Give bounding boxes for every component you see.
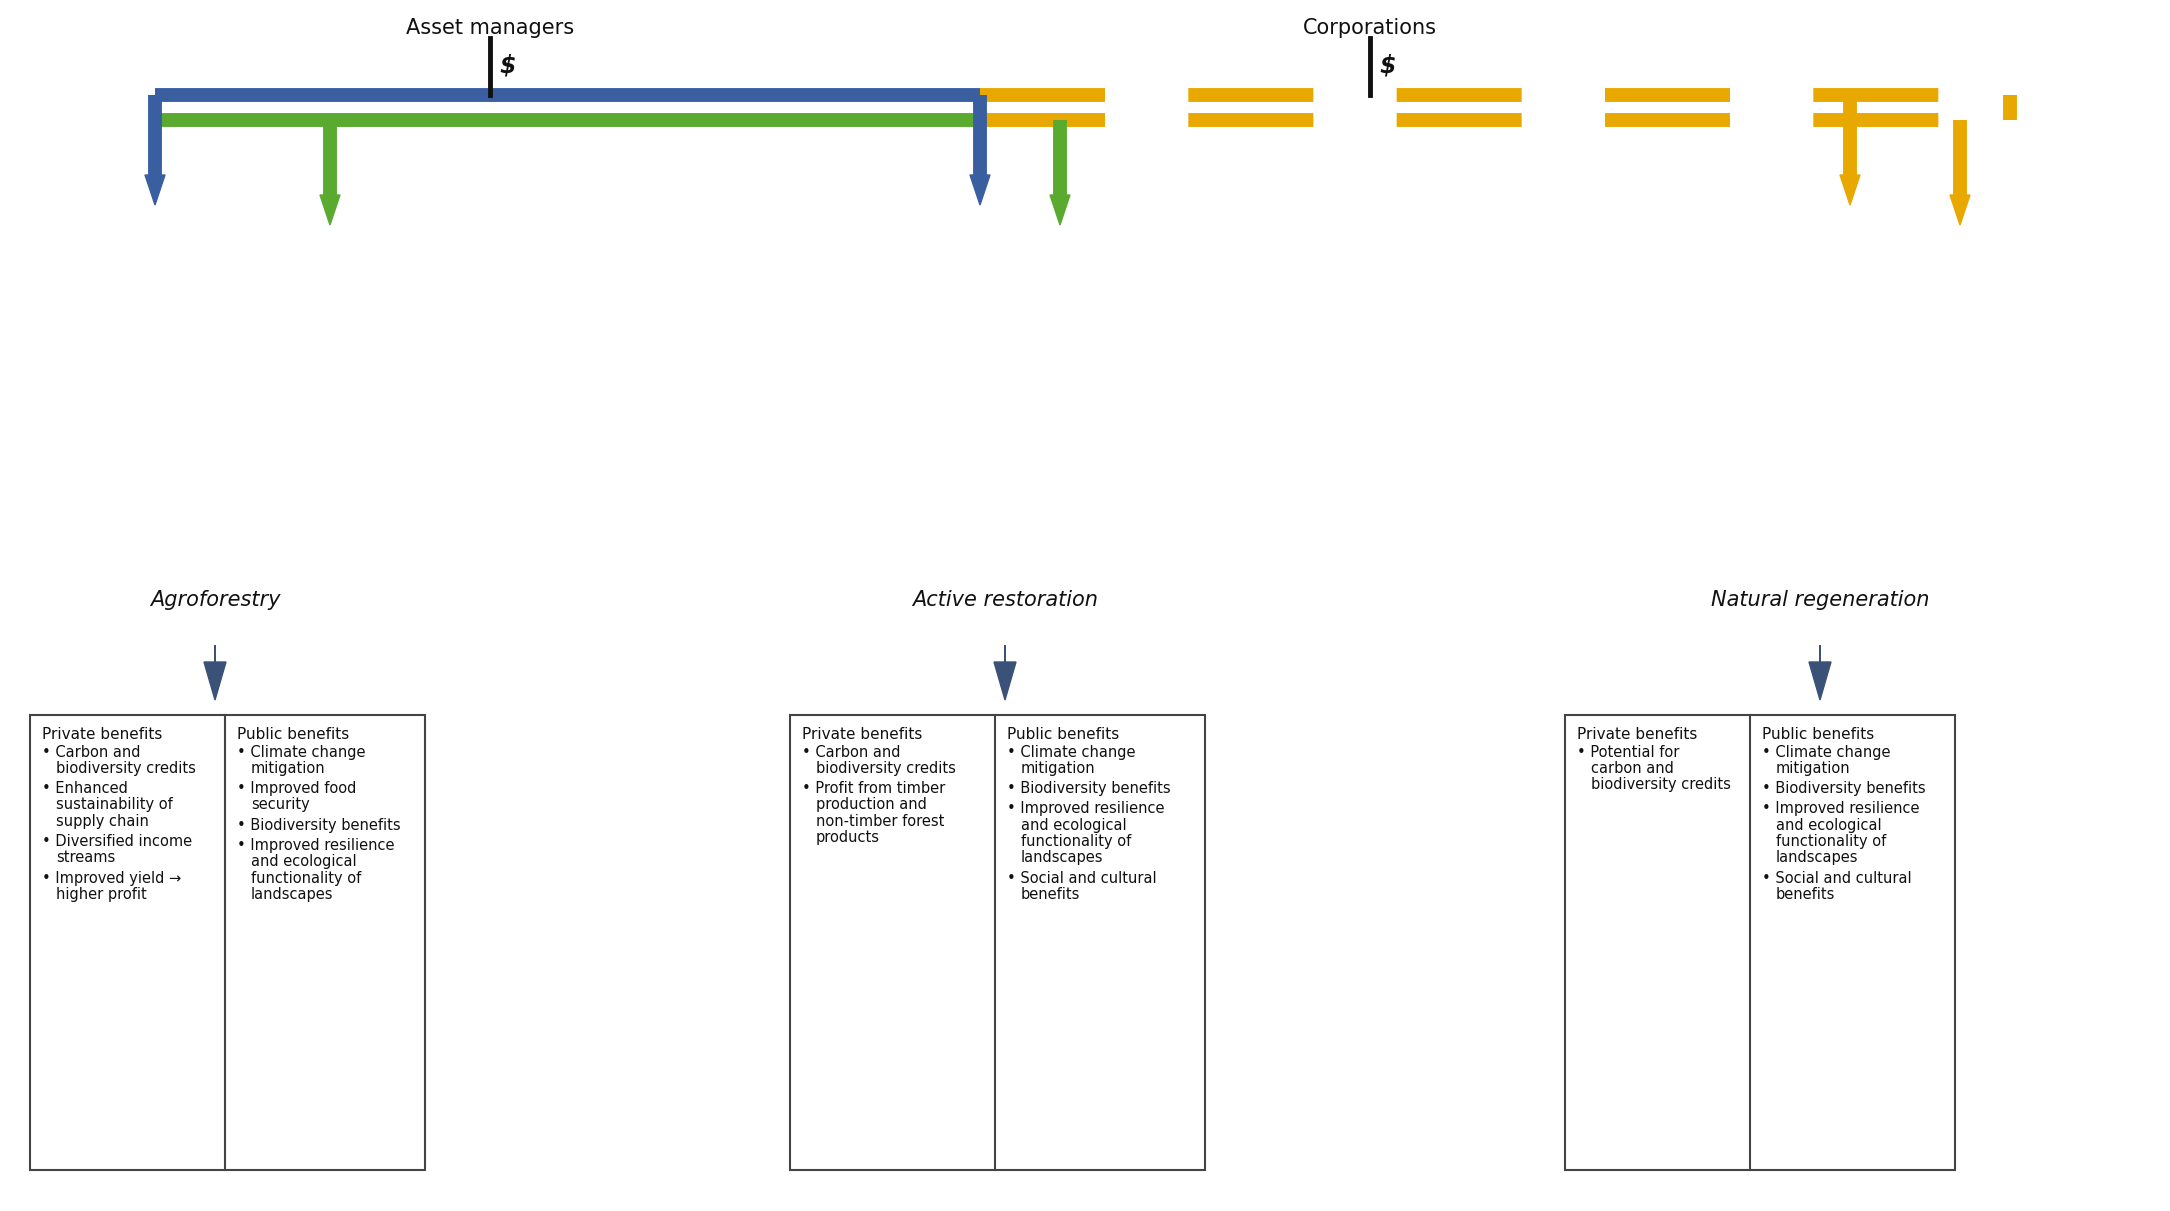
FancyArrow shape [1951, 195, 1970, 225]
Text: and ecological: and ecological [1022, 817, 1126, 833]
Text: biodiversity credits: biodiversity credits [816, 761, 955, 776]
Text: • Social and cultural: • Social and cultural [1007, 871, 1157, 885]
Bar [1565, 714, 1955, 1170]
Text: benefits: benefits [1775, 886, 1836, 902]
Text: • Biodiversity benefits: • Biodiversity benefits [1007, 781, 1170, 796]
Text: • Carbon and: • Carbon and [41, 745, 141, 759]
Text: Corporations: Corporations [1302, 18, 1437, 38]
Text: production and: production and [816, 797, 927, 813]
Text: Active restoration: Active restoration [911, 590, 1098, 610]
FancyArrow shape [1810, 645, 1831, 700]
Text: • Improved resilience: • Improved resilience [1007, 802, 1165, 816]
Text: • Diversified income: • Diversified income [41, 834, 193, 849]
Text: functionality of: functionality of [252, 871, 360, 885]
Text: supply chain: supply chain [56, 814, 150, 828]
Text: Public benefits: Public benefits [237, 727, 349, 742]
Text: • Biodiversity benefits: • Biodiversity benefits [237, 817, 401, 833]
Text: functionality of: functionality of [1775, 834, 1886, 849]
Text: landscapes: landscapes [1775, 850, 1858, 865]
Bar [30, 714, 425, 1170]
Text: landscapes: landscapes [1022, 850, 1105, 865]
Text: functionality of: functionality of [1022, 834, 1131, 849]
Text: • Improved resilience: • Improved resilience [1762, 802, 1920, 816]
FancyArrow shape [204, 645, 226, 700]
Text: carbon and: carbon and [1591, 761, 1673, 776]
Text: • Profit from timber: • Profit from timber [803, 781, 946, 796]
Text: • Improved resilience: • Improved resilience [237, 838, 395, 853]
Text: benefits: benefits [1022, 886, 1081, 902]
Text: biodiversity credits: biodiversity credits [1591, 777, 1732, 792]
FancyArrow shape [970, 176, 990, 205]
Text: $: $ [1380, 53, 1395, 78]
Text: mitigation: mitigation [1022, 761, 1096, 776]
Text: Asset managers: Asset managers [406, 18, 575, 38]
Text: Private benefits: Private benefits [41, 727, 163, 742]
Text: $: $ [499, 53, 516, 78]
Text: and ecological: and ecological [1775, 817, 1881, 833]
FancyArrow shape [145, 176, 165, 205]
Text: • Social and cultural: • Social and cultural [1762, 871, 1912, 885]
FancyArrow shape [1050, 195, 1070, 225]
Text: • Enhanced: • Enhanced [41, 781, 128, 796]
Text: security: security [252, 797, 310, 813]
Text: products: products [816, 830, 881, 845]
Text: • Biodiversity benefits: • Biodiversity benefits [1762, 781, 1925, 796]
Text: non-timber forest: non-timber forest [816, 814, 944, 828]
Text: • Climate change: • Climate change [1007, 745, 1135, 759]
Text: • Carbon and: • Carbon and [803, 745, 901, 759]
Text: biodiversity credits: biodiversity credits [56, 761, 195, 776]
Text: Agroforestry: Agroforestry [150, 590, 280, 610]
Text: • Improved yield →: • Improved yield → [41, 871, 182, 885]
Text: Private benefits: Private benefits [803, 727, 922, 742]
FancyArrow shape [994, 645, 1016, 700]
Text: higher profit: higher profit [56, 886, 148, 902]
Text: Natural regeneration: Natural regeneration [1710, 590, 1929, 610]
Bar [790, 714, 1204, 1170]
Text: mitigation: mitigation [1775, 761, 1851, 776]
Text: • Climate change: • Climate change [1762, 745, 1890, 759]
FancyArrow shape [1840, 176, 1860, 205]
FancyArrow shape [319, 195, 341, 225]
Text: streams: streams [56, 850, 115, 865]
Text: landscapes: landscapes [252, 886, 334, 902]
Text: sustainability of: sustainability of [56, 797, 174, 813]
Text: Public benefits: Public benefits [1762, 727, 1875, 742]
Text: and ecological: and ecological [252, 854, 356, 869]
Text: Private benefits: Private benefits [1578, 727, 1697, 742]
Text: mitigation: mitigation [252, 761, 326, 776]
Text: • Potential for: • Potential for [1578, 745, 1680, 759]
Text: • Climate change: • Climate change [237, 745, 365, 759]
Text: • Improved food: • Improved food [237, 781, 356, 796]
Text: Public benefits: Public benefits [1007, 727, 1120, 742]
